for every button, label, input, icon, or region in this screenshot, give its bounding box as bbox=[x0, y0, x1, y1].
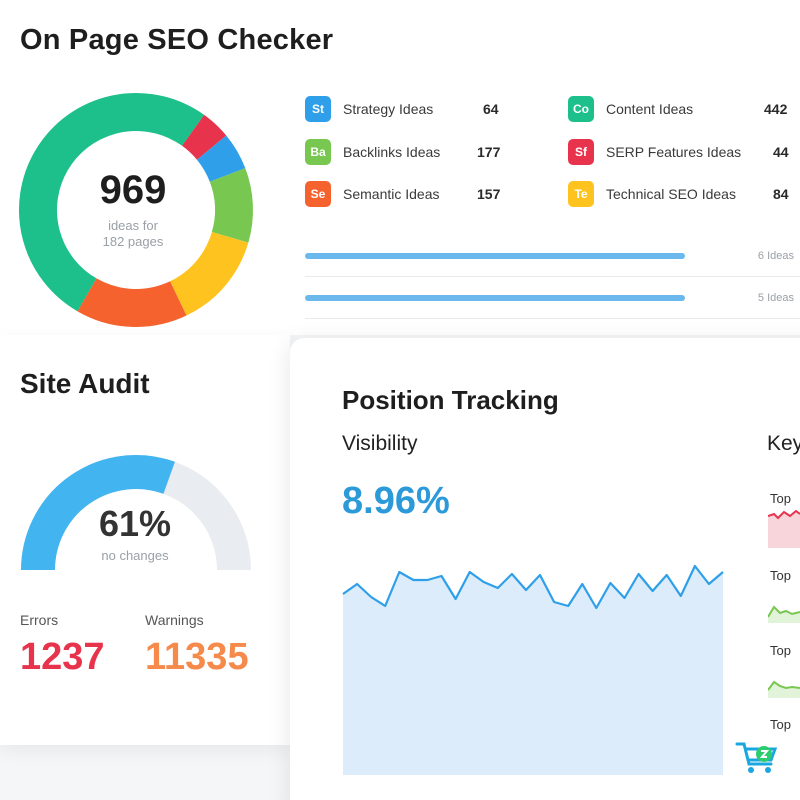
visibility-value: 8.96% bbox=[342, 480, 450, 522]
visibility-label: Visibility bbox=[342, 432, 418, 455]
idea-technical-seo[interactable]: Te Technical SEO Ideas bbox=[568, 181, 736, 207]
position-tracking-title: Position Tracking bbox=[342, 385, 559, 415]
idea-serp-features[interactable]: Sf SERP Features Ideas bbox=[568, 139, 741, 165]
ideas-progress-bar bbox=[305, 253, 685, 259]
divider bbox=[305, 276, 800, 277]
donut-segment-technical bbox=[19, 93, 254, 327]
site-audit-title: Site Audit bbox=[20, 368, 150, 399]
ideas-donut-chart bbox=[19, 93, 254, 327]
divider bbox=[305, 318, 800, 319]
idea-content[interactable]: Co Content Ideas bbox=[568, 96, 693, 122]
keyword-item-label: Top bbox=[770, 568, 791, 583]
donut-segment-semantic bbox=[19, 93, 254, 327]
seo-checker-panel bbox=[0, 0, 800, 335]
keyword-item-label: Top bbox=[770, 491, 791, 506]
keyword-sparkline-green bbox=[768, 605, 800, 623]
seo-checker-title: On Page SEO Checker bbox=[20, 24, 334, 56]
idea-value: 157 bbox=[477, 186, 501, 202]
gauge-fill bbox=[21, 455, 175, 571]
idea-label: SERP Features Ideas bbox=[606, 144, 742, 160]
idea-label: Backlinks Ideas bbox=[343, 144, 441, 160]
errors-label: Errors bbox=[20, 612, 59, 628]
ideas-progress-label: 5 Ideas bbox=[757, 292, 794, 304]
site-audit-gauge bbox=[21, 455, 251, 571]
idea-value: 177 bbox=[477, 144, 501, 160]
idea-value: 84 bbox=[773, 186, 789, 202]
keyword-sparkline-green bbox=[768, 680, 800, 698]
idea-value: 44 bbox=[773, 144, 789, 160]
ideas-progress-bar bbox=[305, 295, 685, 301]
ideas-total: 969 bbox=[99, 168, 167, 212]
idea-semantic[interactable]: Se Semantic Ideas bbox=[305, 181, 440, 207]
ideas-subtitle-line2: 182 pages bbox=[102, 234, 164, 249]
keywords-title: Key bbox=[767, 432, 800, 455]
technical-seo-badge: Te bbox=[568, 181, 594, 207]
keyword-item-label: Top bbox=[770, 717, 791, 732]
idea-strategy[interactable]: St Strategy Ideas bbox=[305, 96, 433, 122]
idea-value: 64 bbox=[483, 101, 499, 117]
strategy-badge: St bbox=[305, 96, 331, 122]
idea-backlinks[interactable]: Ba Backlinks Ideas bbox=[305, 139, 440, 165]
warnings-label: Warnings bbox=[145, 612, 204, 628]
idea-label: Technical SEO Ideas bbox=[606, 186, 736, 202]
cart-logo-icon bbox=[735, 742, 778, 773]
idea-value: 442 bbox=[764, 101, 788, 117]
visibility-series-line bbox=[342, 564, 724, 610]
idea-label: Semantic Ideas bbox=[343, 186, 440, 202]
content-badge: Co bbox=[568, 96, 594, 122]
keyword-item-label: Top bbox=[770, 643, 791, 658]
site-audit-sub: no changes bbox=[101, 548, 169, 563]
visibility-area-fill bbox=[343, 566, 723, 775]
warnings-value: 11335 bbox=[145, 636, 249, 678]
ideas-subtitle-line1: ideas for bbox=[108, 218, 158, 233]
serp-features-badge: Sf bbox=[568, 139, 594, 165]
ideas-subtitle: ideas for 182 pages bbox=[58, 218, 208, 250]
site-audit-percent: 61% bbox=[98, 503, 172, 544]
backlinks-badge: Ba bbox=[305, 139, 331, 165]
keyword-sparkline-red bbox=[768, 509, 800, 548]
visibility-area-chart bbox=[342, 564, 724, 775]
ideas-progress-label: 6 Ideas bbox=[757, 250, 794, 262]
idea-label: Strategy Ideas bbox=[343, 101, 434, 117]
semantic-badge: Se bbox=[305, 181, 331, 207]
errors-value: 1237 bbox=[20, 636, 105, 678]
idea-label: Content Ideas bbox=[606, 101, 694, 117]
